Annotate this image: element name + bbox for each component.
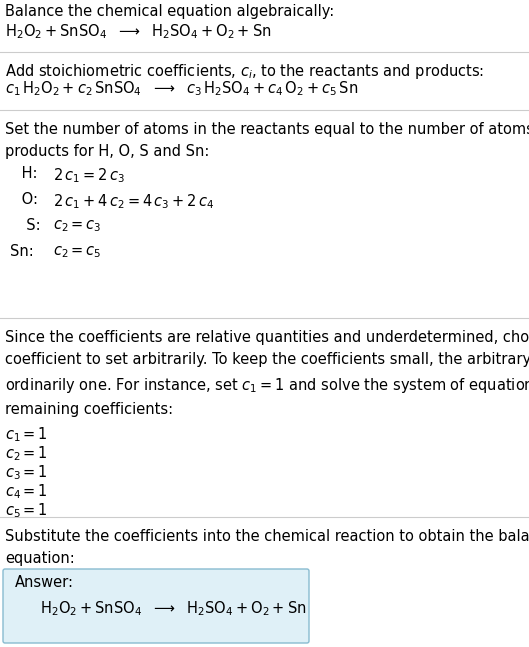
Text: $\mathregular{H_2O_2 + SnSO_4}$  $\longrightarrow$  $\mathregular{H_2SO_4 + O_2 : $\mathregular{H_2O_2 + SnSO_4}$ $\longri… — [40, 599, 306, 618]
Text: Balance the chemical equation algebraically:: Balance the chemical equation algebraica… — [5, 4, 334, 19]
Text: $c_1\,\mathregular{H_2O_2} + c_2\,\mathregular{SnSO_4}$  $\longrightarrow$  $c_3: $c_1\,\mathregular{H_2O_2} + c_2\,\mathr… — [5, 79, 358, 98]
Text: $c_3 = 1$: $c_3 = 1$ — [5, 463, 48, 482]
Text: Set the number of atoms in the reactants equal to the number of atoms in the
pro: Set the number of atoms in the reactants… — [5, 122, 529, 159]
Text: Sn:: Sn: — [10, 244, 34, 259]
Text: S:: S: — [17, 218, 41, 233]
Text: O:: O: — [17, 192, 38, 207]
Text: Add stoichiometric coefficients, $c_i$, to the reactants and products:: Add stoichiometric coefficients, $c_i$, … — [5, 62, 484, 81]
Text: $c_4 = 1$: $c_4 = 1$ — [5, 482, 48, 501]
Text: $\mathregular{H_2O_2 + SnSO_4}$  $\longrightarrow$  $\mathregular{H_2SO_4 + O_2 : $\mathregular{H_2O_2 + SnSO_4}$ $\longri… — [5, 22, 271, 41]
Text: Since the coefficients are relative quantities and underdetermined, choose a
coe: Since the coefficients are relative quan… — [5, 330, 529, 417]
Text: $c_5 = 1$: $c_5 = 1$ — [5, 501, 48, 520]
Text: $c_2 = c_3$: $c_2 = c_3$ — [53, 218, 102, 234]
Text: H:: H: — [17, 166, 38, 181]
Text: $2\,c_1 + 4\,c_2 = 4\,c_3 + 2\,c_4$: $2\,c_1 + 4\,c_2 = 4\,c_3 + 2\,c_4$ — [53, 192, 215, 211]
Text: $c_2 = 1$: $c_2 = 1$ — [5, 444, 48, 463]
FancyBboxPatch shape — [3, 569, 309, 643]
Text: Answer:: Answer: — [15, 575, 74, 590]
Text: $2\,c_1 = 2\,c_3$: $2\,c_1 = 2\,c_3$ — [53, 166, 125, 184]
Text: $c_2 = c_5$: $c_2 = c_5$ — [53, 244, 102, 259]
Text: Substitute the coefficients into the chemical reaction to obtain the balanced
eq: Substitute the coefficients into the che… — [5, 529, 529, 566]
Text: $c_1 = 1$: $c_1 = 1$ — [5, 425, 48, 444]
